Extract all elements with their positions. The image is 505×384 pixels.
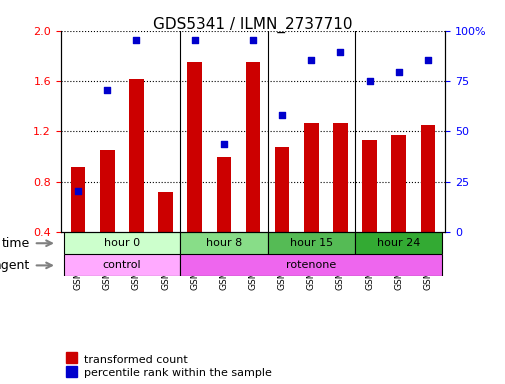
Bar — [158, 192, 173, 232]
Text: rotenone: rotenone — [285, 260, 336, 270]
FancyBboxPatch shape — [180, 232, 267, 254]
Bar — [390, 135, 405, 232]
Bar — [274, 147, 289, 232]
FancyBboxPatch shape — [355, 232, 441, 254]
Text: time: time — [2, 237, 30, 250]
Text: hour 15: hour 15 — [289, 238, 332, 248]
Text: agent: agent — [0, 259, 30, 272]
Text: GDS5341 / ILMN_2737710: GDS5341 / ILMN_2737710 — [153, 17, 352, 33]
Point — [365, 78, 373, 84]
Text: hour 8: hour 8 — [206, 238, 241, 248]
Bar — [216, 157, 231, 232]
Bar — [420, 125, 434, 232]
Text: hour 24: hour 24 — [376, 238, 420, 248]
Point — [103, 87, 111, 93]
Bar — [71, 167, 85, 232]
Point — [74, 187, 82, 194]
Point — [278, 112, 286, 118]
FancyBboxPatch shape — [64, 254, 180, 276]
Point — [248, 36, 257, 43]
Bar — [187, 62, 201, 232]
Point — [307, 56, 315, 63]
Bar — [332, 122, 347, 232]
Point — [394, 69, 402, 75]
FancyBboxPatch shape — [267, 232, 355, 254]
Legend: transformed count, percentile rank within the sample: transformed count, percentile rank withi… — [66, 355, 271, 379]
Bar — [362, 140, 376, 232]
Bar — [304, 122, 318, 232]
Point — [161, 235, 169, 242]
FancyBboxPatch shape — [180, 254, 441, 276]
FancyBboxPatch shape — [64, 232, 180, 254]
Point — [336, 49, 344, 55]
Bar — [100, 150, 115, 232]
Point — [190, 36, 198, 43]
Text: control: control — [103, 260, 141, 270]
Bar — [245, 62, 260, 232]
Text: hour 0: hour 0 — [104, 238, 140, 248]
Point — [219, 141, 227, 147]
Point — [132, 36, 140, 43]
Bar — [129, 79, 143, 232]
Point — [423, 56, 431, 63]
